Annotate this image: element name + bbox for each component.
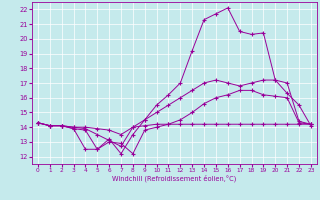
X-axis label: Windchill (Refroidissement éolien,°C): Windchill (Refroidissement éolien,°C): [112, 175, 236, 182]
